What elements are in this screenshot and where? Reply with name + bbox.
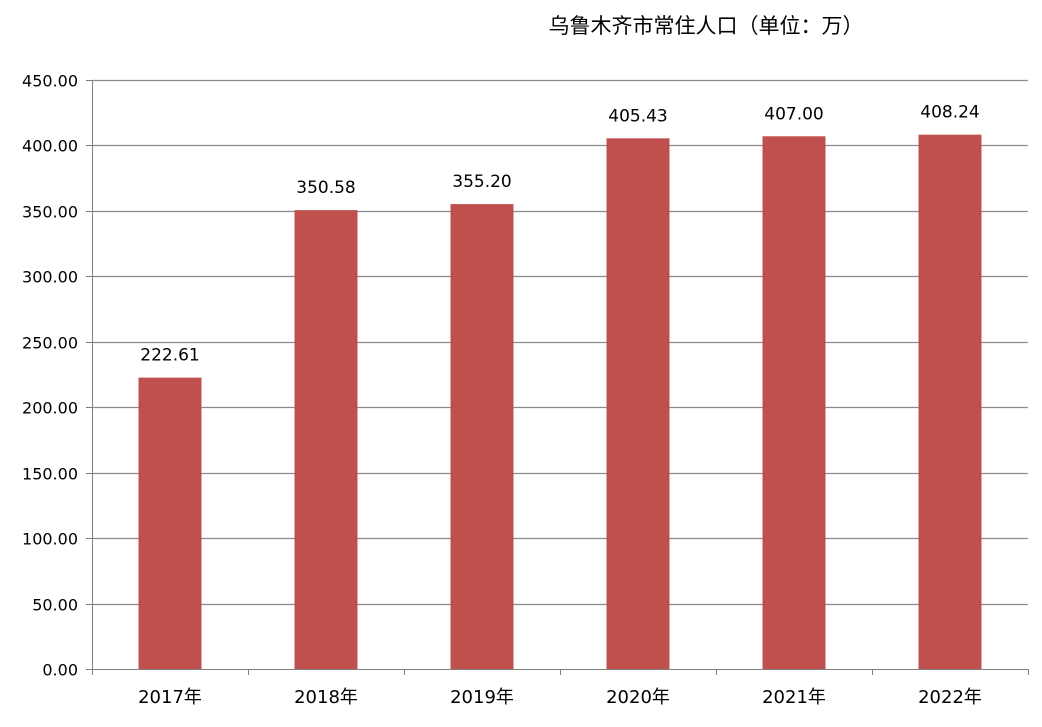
x-tick-label: 2018年 bbox=[294, 687, 358, 708]
data-label: 355.20 bbox=[452, 172, 511, 192]
bar bbox=[762, 136, 826, 669]
y-tick-label: 400.00 bbox=[22, 137, 78, 156]
data-label: 407.00 bbox=[764, 104, 823, 124]
bar bbox=[294, 210, 358, 669]
y-tick-label: 150.00 bbox=[22, 465, 78, 484]
x-tick-label: 2020年 bbox=[606, 687, 670, 708]
y-tick-label: 100.00 bbox=[22, 530, 78, 549]
y-tick-label: 50.00 bbox=[32, 596, 78, 615]
y-tick-label: 200.00 bbox=[22, 399, 78, 418]
chart-title: 乌鲁木齐市常住人口（单位：万） bbox=[548, 14, 864, 38]
bar bbox=[138, 377, 202, 669]
x-tick-label: 2017年 bbox=[138, 687, 202, 708]
data-label: 408.24 bbox=[920, 103, 979, 123]
x-tick-label: 2021年 bbox=[762, 687, 826, 708]
bar bbox=[450, 204, 514, 669]
bar bbox=[606, 138, 670, 670]
y-tick-label: 350.00 bbox=[22, 203, 78, 222]
x-tick-label: 2019年 bbox=[450, 687, 514, 708]
y-tick-label: 300.00 bbox=[22, 268, 78, 287]
y-tick-label: 0.00 bbox=[42, 661, 78, 680]
bar bbox=[918, 134, 982, 670]
data-label: 405.43 bbox=[608, 106, 667, 126]
y-tick-label: 450.00 bbox=[22, 72, 78, 91]
y-tick-label: 250.00 bbox=[22, 334, 78, 353]
data-label: 222.61 bbox=[140, 346, 199, 366]
data-label: 350.58 bbox=[296, 178, 355, 198]
x-tick-label: 2022年 bbox=[918, 687, 982, 708]
